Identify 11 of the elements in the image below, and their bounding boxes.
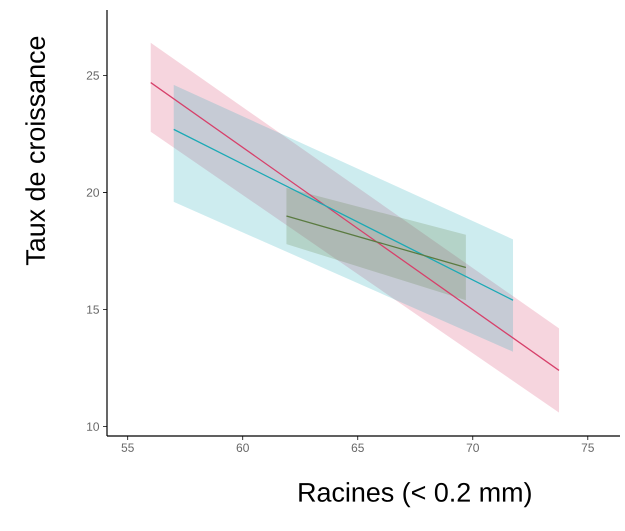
y-tick-label: 25 [86,71,99,80]
x-tick-label: 60 [236,444,249,452]
x-tick-label: 75 [582,444,594,452]
x-tick-label: 70 [466,444,479,452]
y-tick-label: 10 [87,422,100,431]
x-tick-label: 55 [122,444,134,452]
x-tick-label: 65 [352,444,364,452]
x-axis-title: Racines (< 0.2 mm) [299,482,531,508]
y-axis-title: Taux de croissance [25,36,46,266]
y-tick-label: 15 [87,305,99,314]
y-tick-label: 20 [86,188,100,197]
